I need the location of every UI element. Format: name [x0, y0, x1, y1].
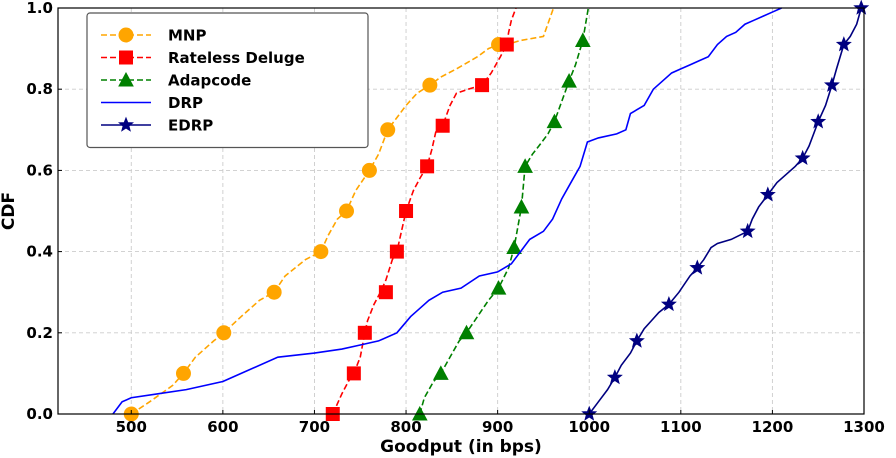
x-tick-label: 1200: [752, 418, 794, 436]
data-point-rateless-deluge: [499, 37, 514, 52]
x-tick-label: 600: [207, 418, 238, 436]
series-line-drp: [112, 7, 782, 415]
legend: MNP Rateless Deluge Adapcode DRP EDRP: [86, 12, 369, 149]
data-point-mnp: [266, 284, 282, 300]
data-point-rateless-deluge: [357, 325, 372, 340]
series-adapcode: [411, 7, 591, 421]
data-point-adapcode: [506, 239, 522, 255]
x-tick-label: 1300: [843, 418, 885, 436]
data-point-rateless-deluge: [420, 159, 435, 174]
data-point-rateless-deluge: [475, 78, 490, 93]
y-axis-label: CDF: [0, 192, 19, 230]
series-line-adapcode: [419, 7, 590, 415]
x-tick-label: 1000: [568, 418, 610, 436]
x-axis-label: Goodput (in bps): [380, 437, 542, 457]
data-point-edrp: [689, 259, 706, 275]
axes-frame: [57, 7, 865, 415]
series-edrp: [581, 0, 870, 421]
axis-ticks: 500 600 700 800 900 1000 1100 1200 1300 0.0 0.2 0.4…: [26, 0, 884, 436]
data-point-adapcode: [513, 198, 530, 214]
legend-label-drp: DRP: [168, 94, 203, 112]
series-drp: [112, 7, 782, 415]
x-tick-label: 700: [299, 418, 330, 436]
x-tick-label: 800: [390, 418, 421, 436]
data-point-edrp: [794, 149, 811, 166]
data-point-mnp: [422, 77, 438, 93]
y-tick-label: 0.0: [26, 405, 53, 423]
data-point-edrp: [628, 332, 645, 348]
x-tick-label: 1100: [660, 418, 702, 436]
legend-label-adapcode: Adapcode: [168, 72, 251, 90]
data-point-adapcode: [574, 32, 591, 47]
data-point-rateless-deluge: [435, 118, 450, 133]
y-tick-label: 1.0: [26, 0, 53, 17]
data-point-adapcode: [561, 73, 577, 88]
legend-marker-rateless-deluge: [119, 50, 133, 65]
legend-label-rateless-deluge: Rateless Deluge: [168, 49, 305, 67]
data-point-rateless-deluge: [399, 204, 414, 218]
data-point-mnp: [175, 365, 191, 381]
x-tick-label: 900: [482, 418, 513, 436]
data-point-adapcode: [490, 280, 507, 295]
data-point-edrp: [810, 113, 827, 129]
legend-label-mnp: MNP: [168, 27, 206, 45]
y-tick-label: 0.8: [26, 80, 53, 98]
data-point-edrp: [853, 0, 870, 15]
data-point-mnp: [313, 244, 329, 260]
data-point-edrp: [835, 36, 852, 52]
legend-marker-edrp: [118, 116, 134, 132]
data-point-rateless-deluge: [346, 366, 361, 381]
legend-label-edrp: EDRP: [168, 117, 213, 135]
data-point-mnp: [339, 203, 355, 219]
y-tick-label: 0.4: [26, 243, 53, 261]
data-point-edrp: [823, 76, 840, 92]
legend-marker-adapcode: [118, 71, 134, 87]
y-tick-label: 0.2: [26, 324, 53, 342]
data-point-mnp: [361, 162, 377, 178]
x-tick-label: 500: [116, 418, 147, 436]
data-point-adapcode: [458, 324, 475, 340]
data-point-edrp: [759, 186, 776, 202]
plot-area: [112, 0, 870, 422]
data-point-edrp: [606, 369, 623, 385]
data-point-edrp: [660, 295, 677, 312]
data-point-mnp: [216, 325, 232, 341]
y-tick-label: 0.6: [26, 161, 53, 179]
data-point-mnp: [380, 122, 396, 138]
legend-box: [86, 12, 369, 149]
data-point-adapcode: [546, 113, 563, 129]
data-point-adapcode: [433, 365, 449, 380]
data-point-rateless-deluge: [378, 285, 393, 300]
data-point-edrp: [739, 222, 756, 239]
series-line-edrp: [588, 7, 863, 415]
legend-marker-mnp: [118, 27, 134, 43]
data-point-rateless-deluge: [389, 244, 404, 259]
data-point-adapcode: [517, 158, 533, 173]
